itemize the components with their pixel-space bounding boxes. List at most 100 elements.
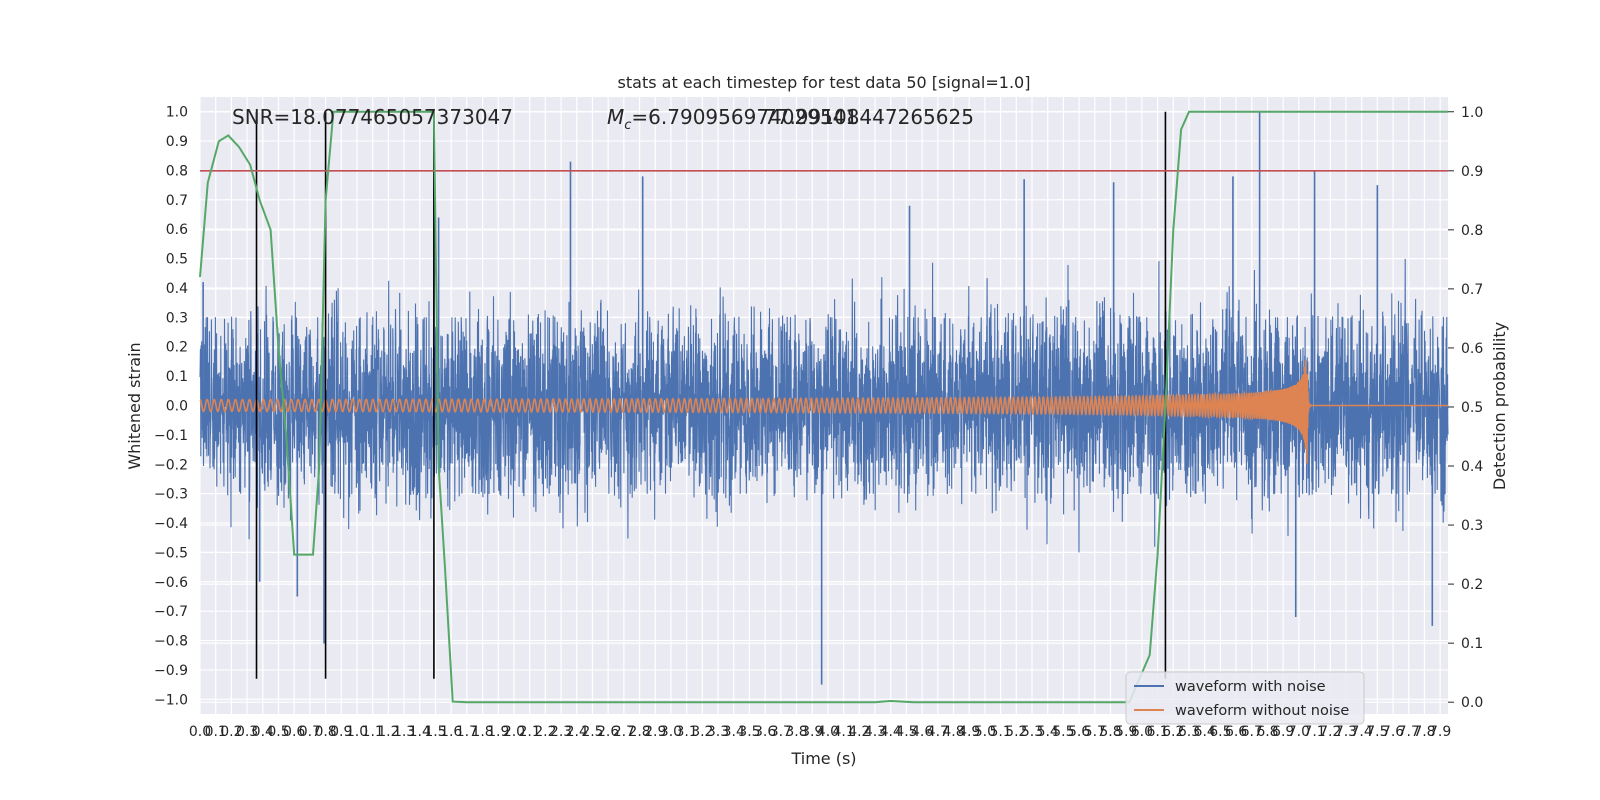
y2-tick-label: 0.0: [1461, 695, 1483, 711]
y-tick-label: 1.0: [166, 105, 188, 121]
mc-symbol: M: [607, 105, 624, 129]
x-tick-label: 4.8: [942, 724, 964, 740]
y-tick-label: 0.9: [166, 134, 188, 150]
x-tick-label: 7.6: [1382, 724, 1404, 740]
legend-box: [1125, 671, 1365, 725]
x-tick-label: 2.5: [581, 724, 603, 740]
y-tick-label: 0.6: [166, 222, 188, 238]
x-tick-label: 4.9: [958, 724, 980, 740]
x-tick-label: 1.4: [409, 724, 431, 740]
x-tick-label: 5.6: [1068, 724, 1090, 740]
x-tick-label: 6.6: [1225, 724, 1247, 740]
x-tick-label: 4.5: [895, 724, 917, 740]
x-tick-label: 4.1: [832, 724, 854, 740]
legend: waveform with noise waveform without noi…: [1125, 671, 1365, 725]
y2-tick-label: 0.6: [1461, 341, 1483, 357]
x-tick-label: 3.8: [785, 724, 807, 740]
x-tick-label: 3.0: [660, 724, 682, 740]
x-tick-label: 5.4: [1037, 724, 1059, 740]
y-tick-label: −1.0: [154, 692, 188, 708]
x-tick-label: 2.6: [597, 724, 619, 740]
x-tick-label: 1.1: [362, 724, 384, 740]
y-tick-label: −0.2: [154, 457, 188, 473]
y2-tick-label: 0.5: [1461, 400, 1483, 416]
x-tick-label: 2.3: [550, 724, 572, 740]
x-tick-label: 4.2: [848, 724, 870, 740]
x-tick-label: 5.5: [1052, 724, 1074, 740]
x-tick-label: 5.1: [989, 724, 1011, 740]
y-tick-label: −0.1: [154, 428, 188, 444]
y-tick-label: −0.7: [154, 604, 188, 620]
x-tick-label: 7.7: [1398, 724, 1420, 740]
x-tick-label: 0.2: [220, 724, 242, 740]
x-tick-label: 0.4: [252, 724, 274, 740]
y-tick-label: 0.8: [166, 163, 188, 179]
x-tick-label: 6.4: [1194, 724, 1216, 740]
x-tick-label: 3.3: [707, 724, 729, 740]
probability-trace: [199, 110, 1448, 704]
x-tick-label: 1.5: [424, 724, 446, 740]
x-tick-label: 6.9: [1272, 724, 1294, 740]
x-tick-label: 7.4: [1351, 724, 1373, 740]
y-tick-label: −0.4: [154, 516, 188, 532]
y-tick-label: 0.3: [166, 310, 188, 326]
x-tick-label: 5.0: [974, 724, 996, 740]
x-tick-label: 3.6: [754, 724, 776, 740]
x-tick-label: 2.2: [534, 724, 556, 740]
y2-tick-label: 0.2: [1461, 577, 1483, 593]
x-tick-label: 6.7: [1241, 724, 1263, 740]
x-tick-label: 0.1: [205, 724, 227, 740]
x-tick-label: 0.9: [330, 724, 352, 740]
series-detection-probability: [199, 110, 1448, 704]
x-tick-label: 1.2: [377, 724, 399, 740]
x-tick-label: 1.8: [471, 724, 493, 740]
y-tick-label: −0.3: [154, 487, 188, 503]
x-tick-label: 6.3: [1178, 724, 1200, 740]
x-tick-label: 7.0: [1288, 724, 1310, 740]
x-tick-label: 4.7: [927, 724, 949, 740]
x-tick-label: 0.0: [189, 724, 211, 740]
x-tick-label: 4.3: [864, 724, 886, 740]
y-tick-label: 0.5: [166, 252, 188, 268]
y2-tick-label: 0.3: [1461, 518, 1483, 534]
snr-annotation: SNR=18.077465057373047: [232, 105, 513, 129]
mc-subscript: c: [624, 118, 631, 133]
x-tick-label: 3.1: [676, 724, 698, 740]
mc-annotation: Mc=6.790956974029541: [607, 105, 858, 133]
x-tick-label: 4.4: [880, 724, 902, 740]
y2-axis-label: Detection probability: [1490, 322, 1509, 490]
x-tick-label: 2.9: [644, 724, 666, 740]
y-tick-label: −0.8: [154, 634, 188, 650]
x-tick-label: 5.8: [1099, 724, 1121, 740]
legend-label-waveform-with-noise: waveform with noise: [1175, 679, 1326, 695]
y-tick-label: −0.6: [154, 575, 188, 591]
x-tick-label: 7.5: [1366, 724, 1388, 740]
x-tick-label: 3.2: [691, 724, 713, 740]
y-tick-label: −0.5: [154, 545, 188, 561]
x-tick-label: 4.6: [911, 724, 933, 740]
x-tick-label: 2.0: [503, 724, 525, 740]
y-tick-label: 0.7: [166, 193, 188, 209]
x-tick-label: 3.5: [738, 724, 760, 740]
x-tick-label: 5.7: [1084, 724, 1106, 740]
y-axis-label: Whitened strain: [125, 342, 144, 469]
x-tick-label: 4.0: [817, 724, 839, 740]
y2-tick-label: 0.1: [1461, 636, 1483, 652]
x-tick-label: 6.0: [1131, 724, 1153, 740]
x-tick-label: 6.8: [1256, 724, 1278, 740]
y-tick-label: 0.4: [166, 281, 188, 297]
x-tick-label: 0.7: [299, 724, 321, 740]
x-tick-label: 2.1: [519, 724, 541, 740]
y2-tick-label: 0.9: [1461, 164, 1483, 180]
x-tick-label: 5.2: [1005, 724, 1027, 740]
x-tick-label: 7.8: [1413, 724, 1435, 740]
y2-tick-label: 0.4: [1461, 459, 1483, 475]
y-tick-label: 0.2: [166, 340, 188, 356]
x-tick-label: 2.8: [628, 724, 650, 740]
x-tick-label: 2.7: [613, 724, 635, 740]
y-tick-label: −0.9: [154, 663, 188, 679]
legend-label-waveform-without-noise: waveform without noise: [1175, 703, 1349, 719]
x-tick-label: 1.7: [456, 724, 478, 740]
x-axis-label: Time (s): [790, 749, 856, 768]
